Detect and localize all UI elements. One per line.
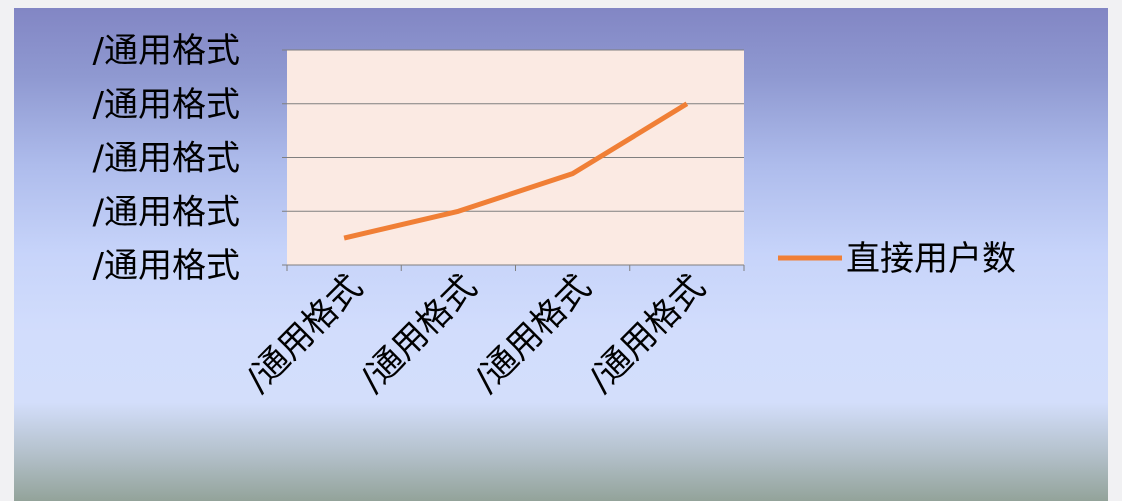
y-tick-label: /通用格式 bbox=[93, 31, 240, 71]
y-tick-label: /通用格式 bbox=[93, 246, 240, 286]
series-line bbox=[343, 101, 689, 241]
x-tick-label: /通用格式 bbox=[581, 267, 714, 400]
axes bbox=[286, 264, 745, 271]
y-tick-label: /通用格式 bbox=[93, 85, 240, 125]
y-tick-label: /通用格式 bbox=[93, 139, 240, 179]
x-tick-labels: /通用格式/通用格式/通用格式/通用格式 bbox=[238, 267, 713, 400]
gridlines bbox=[282, 49, 744, 266]
legend-label: 直接用户数 bbox=[846, 239, 1016, 279]
legend: 直接用户数 bbox=[778, 239, 1016, 279]
x-tick-label: /通用格式 bbox=[352, 267, 485, 400]
x-tick-label: /通用格式 bbox=[466, 267, 599, 400]
x-tick-label: /通用格式 bbox=[238, 267, 371, 400]
y-tick-label: /通用格式 bbox=[93, 192, 240, 232]
series-layer bbox=[343, 101, 689, 241]
y-tick-labels: /通用格式/通用格式/通用格式/通用格式/通用格式 bbox=[93, 31, 240, 286]
